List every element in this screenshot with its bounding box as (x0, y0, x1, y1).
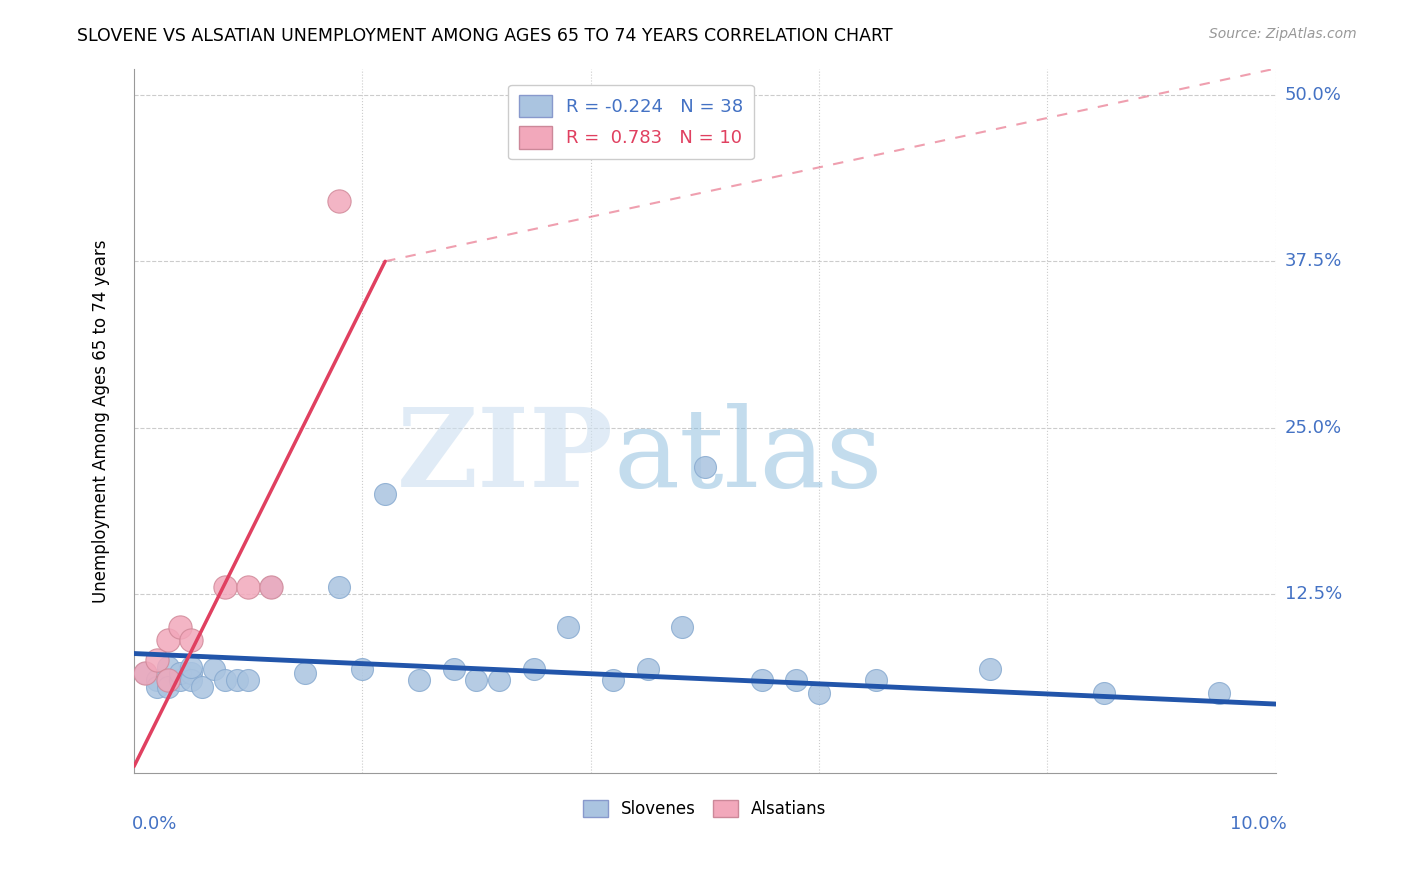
Point (146, 653, 169, 667)
Text: atlas: atlas (613, 402, 883, 509)
Text: ZIP: ZIP (396, 402, 613, 509)
Text: Source: ZipAtlas.com: Source: ZipAtlas.com (1209, 27, 1357, 41)
Point (191, 680, 214, 694)
Legend: Slovenes, Alsatians: Slovenes, Alsatians (576, 793, 834, 825)
Point (202, 663, 225, 677)
Text: SLOVENE VS ALSATIAN UNEMPLOYMENT AMONG AGES 65 TO 74 YEARS CORRELATION CHART: SLOVENE VS ALSATIAN UNEMPLOYMENT AMONG A… (77, 27, 893, 45)
Point (169, 666, 191, 681)
Point (443, 663, 465, 677)
Point (979, 663, 1001, 677)
Point (352, 663, 374, 677)
Point (808, 686, 831, 700)
Point (408, 673, 430, 687)
Point (146, 673, 169, 687)
Point (328, 580, 350, 594)
Text: 12.5%: 12.5% (1285, 584, 1343, 603)
Y-axis label: Unemployment Among Ages 65 to 74 years: Unemployment Among Ages 65 to 74 years (93, 239, 110, 603)
Point (146, 680, 169, 694)
Point (374, 487, 396, 501)
Point (134, 666, 156, 681)
Point (637, 663, 659, 677)
Point (557, 620, 579, 634)
Point (602, 673, 624, 687)
Point (169, 673, 191, 687)
Text: 0.0%: 0.0% (132, 815, 177, 833)
Point (157, 633, 180, 648)
Point (1094, 686, 1116, 700)
Text: 37.5%: 37.5% (1285, 252, 1343, 270)
Point (260, 580, 283, 594)
Point (671, 620, 693, 634)
Point (693, 460, 716, 475)
Point (157, 680, 180, 694)
Point (751, 673, 773, 687)
Point (180, 660, 202, 674)
Point (236, 673, 259, 687)
Point (157, 673, 180, 687)
Point (865, 673, 887, 687)
Point (522, 663, 544, 677)
Point (214, 673, 236, 687)
Point (488, 673, 510, 687)
Point (157, 673, 180, 687)
Point (294, 666, 316, 681)
Point (328, 194, 350, 209)
Point (169, 620, 191, 634)
Point (225, 673, 247, 687)
Point (180, 673, 202, 687)
Point (134, 666, 156, 681)
Point (214, 580, 236, 594)
Point (236, 580, 259, 594)
Point (465, 673, 488, 687)
Text: 10.0%: 10.0% (1230, 815, 1286, 833)
Text: 25.0%: 25.0% (1285, 418, 1341, 436)
Point (180, 666, 202, 681)
Point (785, 673, 807, 687)
Point (180, 633, 202, 648)
Point (157, 660, 180, 674)
Point (260, 580, 283, 594)
Point (1208, 686, 1230, 700)
Text: 50.0%: 50.0% (1285, 87, 1341, 104)
